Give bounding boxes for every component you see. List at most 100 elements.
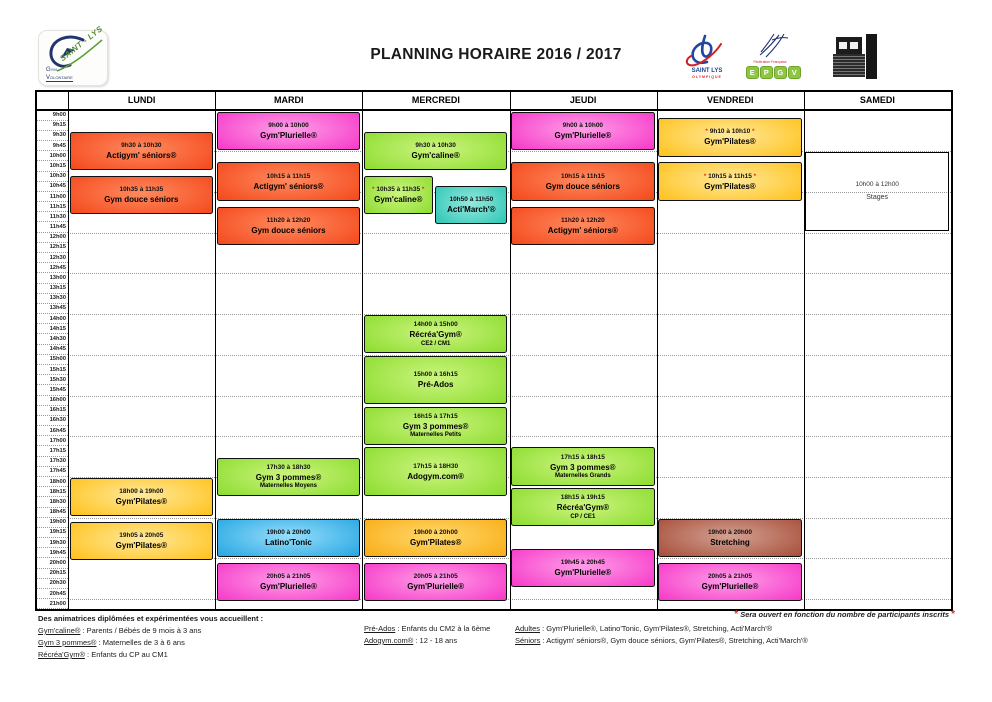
session-block: 20h05 à 21h05 Gym'Plurielle® bbox=[363, 562, 508, 602]
session-block: 18h00 à 19h00 Gym'Pilates® bbox=[69, 477, 214, 517]
day-header-mercredi: MERCREDI bbox=[411, 95, 460, 105]
session-block: 10h35 à 11h35 Gym douce séniors bbox=[69, 175, 214, 215]
session-time: 20h05 à 21h05 bbox=[413, 572, 458, 580]
session-time: 19h45 à 20h45 bbox=[560, 559, 605, 567]
session-name: Gym'Pilates® bbox=[409, 537, 462, 547]
session-name: Gym'Plurielle® bbox=[260, 581, 317, 591]
page-title: PLANNING HORAIRE 2016 / 2017 bbox=[370, 46, 622, 63]
partner-logo-caption bbox=[833, 54, 865, 77]
time-label: 13h45 bbox=[37, 304, 68, 315]
session-time: * 10h35 à 11h35 * bbox=[372, 186, 425, 194]
legend-term: Récréa'Gym® bbox=[38, 650, 85, 659]
session-block: 19h00 à 20h00 Stretching bbox=[658, 518, 802, 557]
session-name: Actigym' séniors® bbox=[253, 181, 324, 191]
time-label: 10h30 bbox=[37, 172, 68, 182]
session-name: Actigym' séniors® bbox=[106, 150, 177, 160]
legend-term: Gym'caline® bbox=[38, 626, 81, 635]
session-name: Gym'Pilates® bbox=[704, 181, 756, 191]
gym-volontaire-logo: SAINT - LYS Gym Volontaire bbox=[38, 24, 108, 86]
time-label: 13h30 bbox=[37, 294, 68, 304]
session-time: 18h00 à 19h00 bbox=[119, 488, 164, 496]
session-name: Stretching bbox=[710, 537, 750, 547]
session-time: 15h00 à 16h15 bbox=[413, 371, 458, 378]
session-time: * 9h10 à 10h10 * bbox=[705, 128, 755, 136]
session-time: 9h00 à 10h00 bbox=[268, 121, 309, 129]
session-name: Actigym' séniors® bbox=[547, 225, 618, 235]
session-block: * 10h35 à 11h35 * Gym'caline® bbox=[363, 175, 433, 215]
schedule-table: 9h00 9h15 9h30 9h45 10h00 10h15 10h30 10h45 11h0… bbox=[35, 90, 953, 611]
session-block: 9h30 à 10h30 Gym'caline® bbox=[363, 131, 508, 171]
session-name: Gym'Plurielle® bbox=[554, 568, 612, 578]
time-label: 19h15 bbox=[37, 528, 68, 539]
time-label: 12h00 bbox=[37, 233, 68, 243]
session-name: Acti'March'® bbox=[447, 205, 496, 215]
time-label: 11h15 bbox=[37, 202, 68, 213]
legend-line: Gym 3 pommes® : Maternelles de 3 à 6 ans bbox=[38, 637, 263, 649]
day-separator bbox=[656, 92, 658, 609]
legend-description: : 12 - 18 ans bbox=[413, 636, 458, 645]
time-label: 20h45 bbox=[37, 589, 68, 600]
logo-club-line1: Gym bbox=[46, 67, 57, 73]
session-time: * 10h15 à 11h15 * bbox=[703, 172, 757, 180]
session-block: 10h00 à 12h00 Stages bbox=[805, 152, 949, 232]
session-name: Gym douce séniors bbox=[545, 181, 620, 191]
participants-note: * Sera ouvert en fonction du nombre de p… bbox=[660, 609, 955, 620]
session-block: * 10h15 à 11h15 * Gym'Pilates® bbox=[658, 162, 802, 201]
legend-term: Adultes bbox=[515, 624, 541, 633]
session-time: 17h15 à 18H30 bbox=[413, 462, 459, 470]
legend-term: Pré-Ados bbox=[364, 624, 396, 633]
time-label: 14h30 bbox=[37, 334, 68, 345]
session-audience: Maternelles Grands bbox=[554, 473, 611, 480]
epgv-figure-icon bbox=[759, 33, 789, 58]
saint-lys-olympique-logo: SAINT LYS OLYMPIQUE bbox=[683, 32, 731, 82]
session-time: 14h00 à 15h00 bbox=[413, 321, 458, 329]
time-label: 18h15 bbox=[37, 487, 68, 498]
note-text: Sera ouvert en fonction du nombre de par… bbox=[740, 610, 949, 619]
session-time: 10h15 à 11h15 bbox=[266, 172, 311, 180]
session-block: 9h00 à 10h00 Gym'Plurielle® bbox=[511, 111, 655, 150]
session-time: 20h05 à 21h05 bbox=[707, 572, 753, 580]
time-label: 15h15 bbox=[37, 365, 68, 376]
time-label: 11h30 bbox=[37, 212, 68, 223]
epgv-letter: P bbox=[760, 66, 773, 79]
time-label: 20h00 bbox=[37, 558, 68, 569]
session-block: 11h20 à 12h20 Gym douce séniors bbox=[216, 206, 361, 245]
session-name: Gym'Plurielle® bbox=[701, 581, 759, 591]
session-time: 20h05 à 21h05 bbox=[266, 572, 311, 580]
epgv-federation-label: Fédération Française bbox=[753, 60, 787, 64]
session-time: 10h00 à 12h00 bbox=[855, 181, 899, 189]
session-block: 16h15 à 17h15 Gym 3 pommes® Maternelles Pe… bbox=[363, 406, 508, 445]
session-block: 17h30 à 18h30 Gym 3 pommes® Maternelles Mo… bbox=[216, 457, 361, 496]
time-label: 16h30 bbox=[37, 416, 68, 427]
time-label: 11h45 bbox=[37, 222, 68, 233]
time-label: 21h00 bbox=[37, 599, 68, 610]
session-name: Stages bbox=[866, 193, 889, 201]
legend-line: Gym'caline® : Parents / Bébés de 9 mois … bbox=[38, 625, 263, 637]
epgv-letter: V bbox=[788, 66, 801, 79]
time-label: 15h45 bbox=[37, 385, 68, 396]
session-time: 10h50 à 11h50 bbox=[449, 196, 494, 204]
session-block: 10h15 à 11h15 Actigym' séniors® bbox=[216, 162, 361, 201]
legend-term: Adogym.com® bbox=[364, 636, 414, 645]
day-header-lundi: LUNDI bbox=[127, 95, 156, 105]
time-label: 19h30 bbox=[37, 538, 68, 549]
session-name: Adogym.com® bbox=[407, 471, 464, 481]
session-name: Récréa'Gym® bbox=[556, 503, 609, 513]
session-time: 9h30 à 10h30 bbox=[415, 141, 456, 149]
time-label: 10h00 bbox=[37, 151, 68, 162]
time-label: 17h30 bbox=[37, 457, 68, 467]
session-name: Gym'Plurielle® bbox=[260, 130, 317, 140]
session-name: Gym'Pilates® bbox=[115, 541, 168, 551]
day-separator bbox=[215, 92, 217, 609]
time-label: 17h45 bbox=[37, 467, 68, 477]
legend-description: : Gym'Plurielle®, Latino'Tonic, Gym'Pila… bbox=[540, 624, 773, 633]
session-block: 18h15 à 19h15 Récréa'Gym® CP / CE1 bbox=[511, 488, 655, 527]
session-name: Gym'caline® bbox=[374, 195, 423, 205]
legend-description: : Actigym' séniors®, Gym douce séniors, … bbox=[540, 636, 808, 645]
time-label: 16h00 bbox=[37, 396, 68, 406]
time-label: 14h00 bbox=[37, 314, 68, 325]
session-name: Gym'Plurielle® bbox=[554, 130, 612, 140]
session-block: 19h45 à 20h45 Gym'Plurielle® bbox=[511, 549, 655, 588]
